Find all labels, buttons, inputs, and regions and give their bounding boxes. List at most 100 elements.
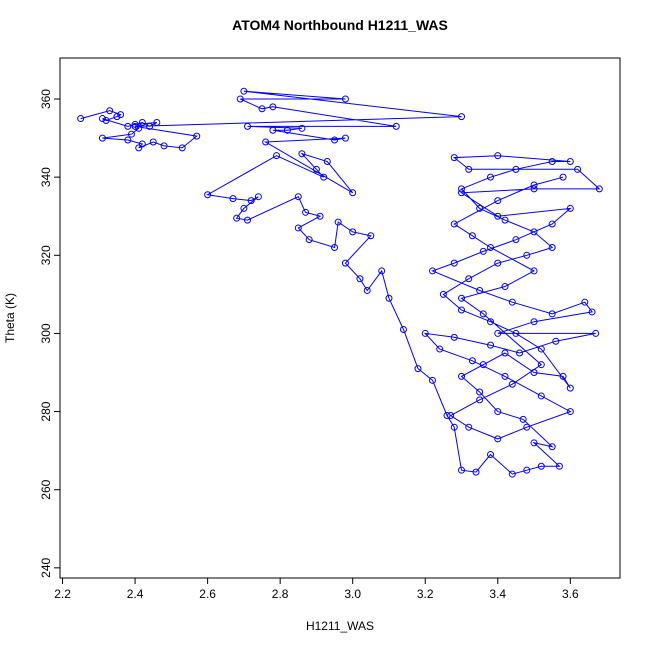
data-point <box>193 132 201 140</box>
data-point <box>450 333 458 341</box>
data-point <box>548 310 556 318</box>
data-point <box>244 122 252 130</box>
data-point <box>458 185 466 193</box>
y-tick-label: 300 <box>39 323 53 343</box>
data-point <box>414 365 422 373</box>
data-point <box>149 138 157 146</box>
data-point <box>138 140 146 148</box>
data-point <box>160 142 168 150</box>
data-point <box>385 294 393 302</box>
data-point <box>323 158 331 166</box>
data-point <box>258 105 266 113</box>
data-point <box>516 349 524 357</box>
data-point <box>508 470 516 478</box>
data-point <box>131 120 139 128</box>
data-point <box>244 216 252 224</box>
data-point <box>458 466 466 474</box>
x-axis-label: H1211_WAS <box>306 619 374 633</box>
data-point <box>566 408 574 416</box>
data-point <box>508 298 516 306</box>
data-point <box>465 423 473 431</box>
data-point <box>106 107 114 115</box>
data-point <box>508 380 516 388</box>
data-point <box>501 349 509 357</box>
data-point <box>436 345 444 353</box>
data-point <box>450 154 458 162</box>
data-point <box>530 181 538 189</box>
data-point <box>135 144 143 152</box>
data-point <box>479 310 487 318</box>
y-tick-label: 340 <box>39 167 53 187</box>
data-point <box>523 423 531 431</box>
data-point <box>487 243 495 251</box>
data-point <box>487 318 495 326</box>
x-tick-label: 2.2 <box>54 587 71 601</box>
data-point <box>320 173 328 181</box>
data-point <box>523 251 531 259</box>
data-point <box>479 361 487 369</box>
data-point <box>98 115 106 123</box>
x-tick-label: 2.6 <box>199 587 216 601</box>
data-point <box>349 189 357 197</box>
data-point <box>273 152 281 160</box>
data-point <box>476 396 484 404</box>
data-point <box>581 298 589 306</box>
data-point <box>138 118 146 126</box>
data-point <box>530 185 538 193</box>
data-point <box>487 451 495 459</box>
data-point <box>537 345 545 353</box>
data-point <box>331 243 339 251</box>
data-point <box>494 152 502 160</box>
data-point <box>117 111 125 119</box>
data-point <box>236 95 244 103</box>
data-point <box>559 372 567 380</box>
data-point <box>512 236 520 244</box>
data-point <box>566 384 574 392</box>
data-point <box>487 341 495 349</box>
data-point <box>341 259 349 267</box>
x-tick-label: 2.8 <box>272 587 289 601</box>
data-point <box>548 443 556 451</box>
data-point <box>566 158 574 166</box>
y-tick-label: 280 <box>39 401 53 421</box>
data-point <box>204 191 212 199</box>
data-point <box>450 259 458 267</box>
data-point <box>465 165 473 173</box>
data-point <box>392 122 400 130</box>
data-point <box>254 193 262 201</box>
data-point <box>229 195 237 203</box>
data-point <box>537 462 545 470</box>
data-point <box>476 388 484 396</box>
data-point <box>341 95 349 103</box>
data-point <box>458 189 466 197</box>
data-point <box>512 329 520 337</box>
data-point <box>512 165 520 173</box>
data-point <box>476 286 484 294</box>
data-point <box>356 275 364 283</box>
data-point <box>399 326 407 334</box>
data-point <box>548 220 556 228</box>
data-point <box>262 138 270 146</box>
data-point <box>458 372 466 380</box>
data-point <box>153 118 161 126</box>
data-point <box>428 267 436 275</box>
data-point <box>458 306 466 314</box>
data-point <box>233 214 241 222</box>
data-point <box>458 113 466 121</box>
data-point <box>135 124 143 132</box>
data-point <box>316 212 324 220</box>
chart-title: ATOM4 Northbound H1211_WAS <box>232 17 448 33</box>
data-point <box>331 136 339 144</box>
data-point <box>240 204 248 212</box>
x-tick-label: 3.6 <box>562 587 579 601</box>
data-point <box>283 126 291 134</box>
data-point <box>450 220 458 228</box>
data-point <box>559 173 567 181</box>
data-point <box>458 294 466 302</box>
data-point <box>439 290 447 298</box>
data-point <box>240 87 248 95</box>
data-point <box>465 275 473 283</box>
data-point <box>312 165 320 173</box>
x-tick-label: 3.2 <box>417 587 434 601</box>
